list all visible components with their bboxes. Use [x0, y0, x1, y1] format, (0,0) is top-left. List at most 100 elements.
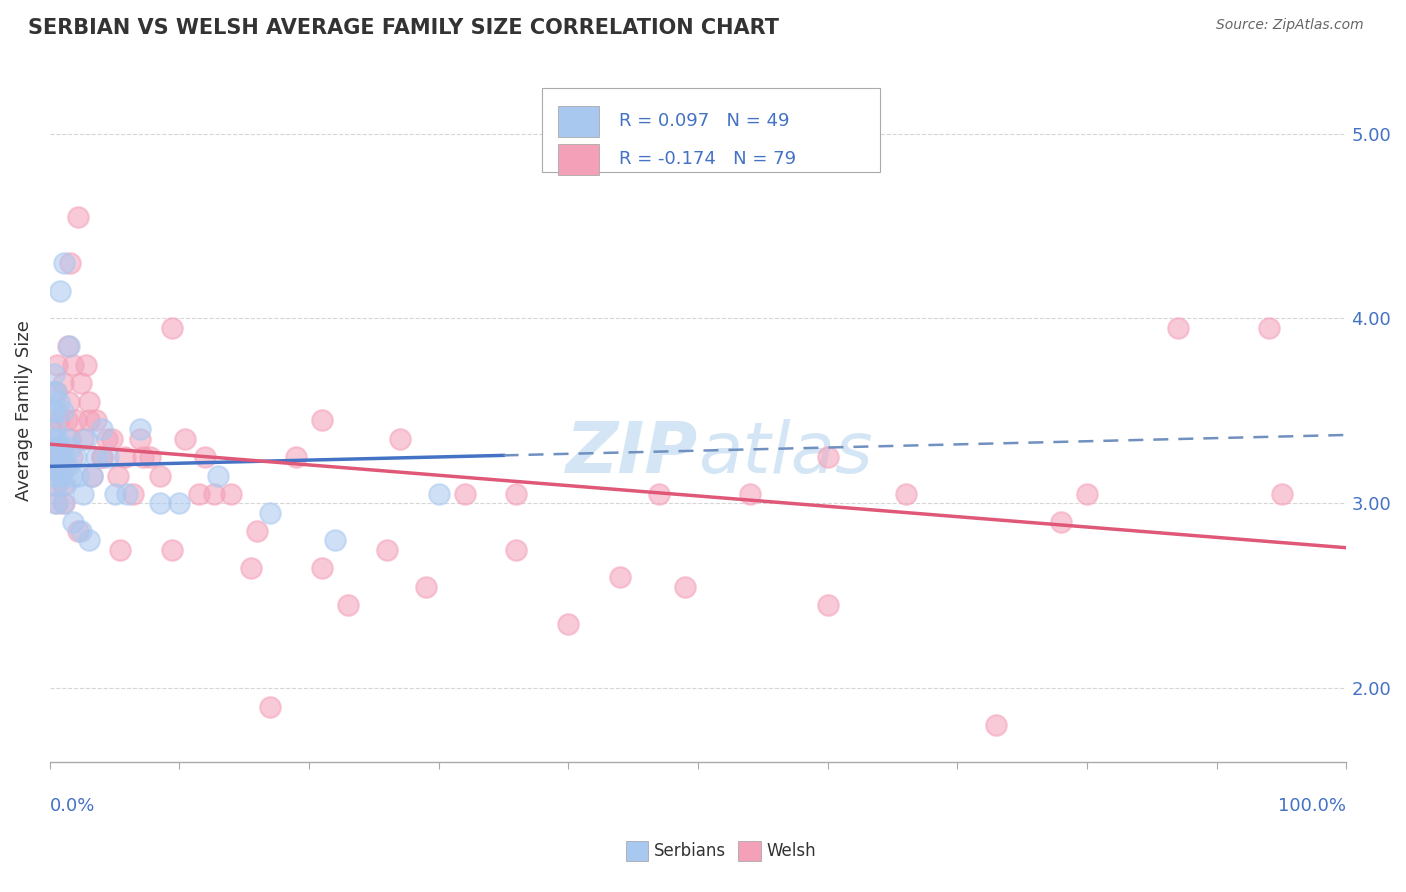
Point — [169, 496, 191, 510]
Point — [86, 413, 108, 427]
Point — [738, 487, 761, 501]
Point — [86, 450, 108, 464]
Point — [52, 478, 75, 492]
Point — [323, 533, 346, 548]
Point — [67, 468, 90, 483]
Point — [55, 413, 77, 427]
Point — [259, 506, 281, 520]
Point — [1167, 320, 1189, 334]
Y-axis label: Average Family Size: Average Family Size — [15, 320, 32, 501]
Point — [69, 524, 91, 538]
Point — [72, 487, 94, 501]
Point — [45, 385, 67, 400]
Point — [51, 441, 73, 455]
Point — [42, 441, 65, 455]
Point — [42, 459, 65, 474]
Point — [173, 432, 195, 446]
Point — [45, 441, 67, 455]
Point — [311, 561, 333, 575]
Point — [239, 561, 262, 575]
Point — [160, 320, 183, 334]
Point — [160, 542, 183, 557]
Point — [39, 422, 62, 436]
Point — [59, 256, 82, 270]
Point — [103, 487, 125, 501]
Point — [41, 459, 63, 474]
Point — [894, 487, 917, 501]
Point — [44, 468, 66, 483]
Point — [69, 376, 91, 391]
Point — [96, 432, 118, 446]
Point — [1270, 487, 1292, 501]
Point — [51, 468, 73, 483]
Point — [56, 459, 79, 474]
Point — [415, 580, 437, 594]
Point — [336, 598, 359, 612]
Point — [42, 404, 65, 418]
Point — [817, 450, 839, 464]
Point — [648, 487, 671, 501]
Point — [44, 496, 66, 510]
Point — [52, 376, 75, 391]
Point — [82, 468, 104, 483]
Point — [45, 404, 67, 418]
Point — [52, 256, 75, 270]
Point — [82, 468, 104, 483]
Point — [219, 487, 242, 501]
Point — [132, 450, 155, 464]
Point — [53, 459, 76, 474]
Point — [41, 385, 63, 400]
Point — [1257, 320, 1279, 334]
Text: Welsh: Welsh — [766, 842, 815, 860]
Point — [90, 450, 112, 464]
Point — [149, 468, 172, 483]
Point — [55, 432, 77, 446]
Point — [46, 432, 69, 446]
Point — [44, 478, 66, 492]
Point — [48, 459, 70, 474]
Point — [97, 450, 120, 464]
Text: ZIP: ZIP — [565, 418, 697, 488]
Point — [48, 394, 70, 409]
Point — [65, 413, 87, 427]
Point — [101, 432, 124, 446]
Point — [42, 367, 65, 381]
Point — [108, 542, 131, 557]
Point — [75, 358, 97, 372]
Point — [90, 422, 112, 436]
Point — [194, 450, 217, 464]
Point — [246, 524, 269, 538]
Point — [52, 496, 75, 510]
Point — [107, 468, 129, 483]
Point — [609, 570, 631, 584]
Point — [117, 487, 139, 501]
Point — [48, 413, 70, 427]
Text: Serbians: Serbians — [654, 842, 725, 860]
Point — [121, 487, 143, 501]
Point — [388, 432, 411, 446]
Point — [375, 542, 398, 557]
Point — [72, 432, 94, 446]
Point — [149, 496, 172, 510]
Text: Source: ZipAtlas.com: Source: ZipAtlas.com — [1216, 18, 1364, 32]
Point — [986, 718, 1008, 732]
Point — [77, 533, 100, 548]
Point — [60, 468, 83, 483]
Point — [75, 432, 97, 446]
Point — [311, 413, 333, 427]
Point — [58, 339, 80, 353]
Point — [62, 358, 84, 372]
Point — [58, 394, 80, 409]
Point — [46, 358, 69, 372]
Point — [56, 339, 79, 353]
Point — [427, 487, 450, 501]
Text: 100.0%: 100.0% — [1278, 797, 1347, 815]
Point — [129, 432, 152, 446]
Point — [46, 478, 69, 492]
Point — [49, 441, 72, 455]
Point — [285, 450, 308, 464]
Point — [53, 478, 76, 492]
Text: atlas: atlas — [697, 418, 873, 488]
Point — [59, 432, 82, 446]
Point — [46, 496, 69, 510]
